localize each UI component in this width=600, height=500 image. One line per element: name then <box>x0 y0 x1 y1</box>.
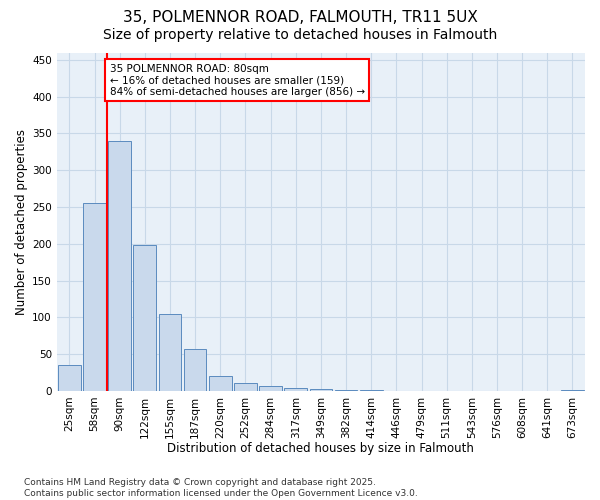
Bar <box>335 390 358 391</box>
Y-axis label: Number of detached properties: Number of detached properties <box>15 128 28 314</box>
Bar <box>184 349 206 391</box>
Bar <box>158 314 181 391</box>
Text: 35, POLMENNOR ROAD, FALMOUTH, TR11 5UX: 35, POLMENNOR ROAD, FALMOUTH, TR11 5UX <box>122 10 478 25</box>
Bar <box>109 141 131 391</box>
Bar <box>561 390 584 391</box>
Text: 35 POLMENNOR ROAD: 80sqm
← 16% of detached houses are smaller (159)
84% of semi-: 35 POLMENNOR ROAD: 80sqm ← 16% of detach… <box>110 64 365 96</box>
Bar <box>259 386 282 391</box>
Bar <box>284 388 307 391</box>
Bar <box>310 390 332 391</box>
Bar <box>360 390 383 391</box>
Text: Contains HM Land Registry data © Crown copyright and database right 2025.
Contai: Contains HM Land Registry data © Crown c… <box>24 478 418 498</box>
Bar <box>133 245 156 391</box>
Text: Size of property relative to detached houses in Falmouth: Size of property relative to detached ho… <box>103 28 497 42</box>
Bar <box>209 376 232 391</box>
Bar <box>234 383 257 391</box>
X-axis label: Distribution of detached houses by size in Falmouth: Distribution of detached houses by size … <box>167 442 475 455</box>
Bar <box>83 204 106 391</box>
Bar <box>58 365 80 391</box>
